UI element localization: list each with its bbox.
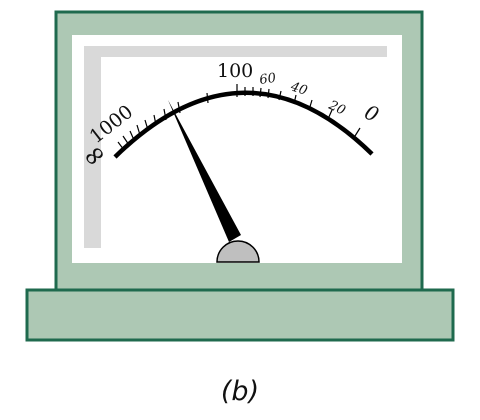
tick: [278, 90, 282, 101]
figure-caption: (b): [221, 376, 259, 407]
tick: [144, 119, 149, 131]
meter-base: [25, 288, 455, 342]
meter-face: [72, 35, 402, 263]
tick: [354, 127, 361, 137]
tick: [177, 101, 181, 114]
tick: [122, 135, 130, 146]
scale-arc: [113, 90, 374, 159]
needle-pivot: [216, 240, 260, 263]
tick: [206, 92, 209, 104]
meter-needle: [168, 100, 241, 242]
scale-label-40: 40: [288, 79, 309, 99]
tick: [153, 114, 157, 126]
tick: [327, 109, 333, 120]
tick: [293, 94, 297, 105]
scale-label-60: 60: [258, 71, 276, 88]
scale-label-100: 100: [217, 60, 253, 82]
scale-ticks: [117, 84, 361, 151]
tick: [129, 130, 135, 141]
tick: [267, 88, 270, 99]
tick: [259, 87, 262, 98]
tick: [136, 124, 141, 136]
scale-label-20: 20: [325, 98, 347, 119]
tick: [308, 99, 313, 111]
tick: [163, 108, 167, 121]
tick: [117, 141, 125, 151]
